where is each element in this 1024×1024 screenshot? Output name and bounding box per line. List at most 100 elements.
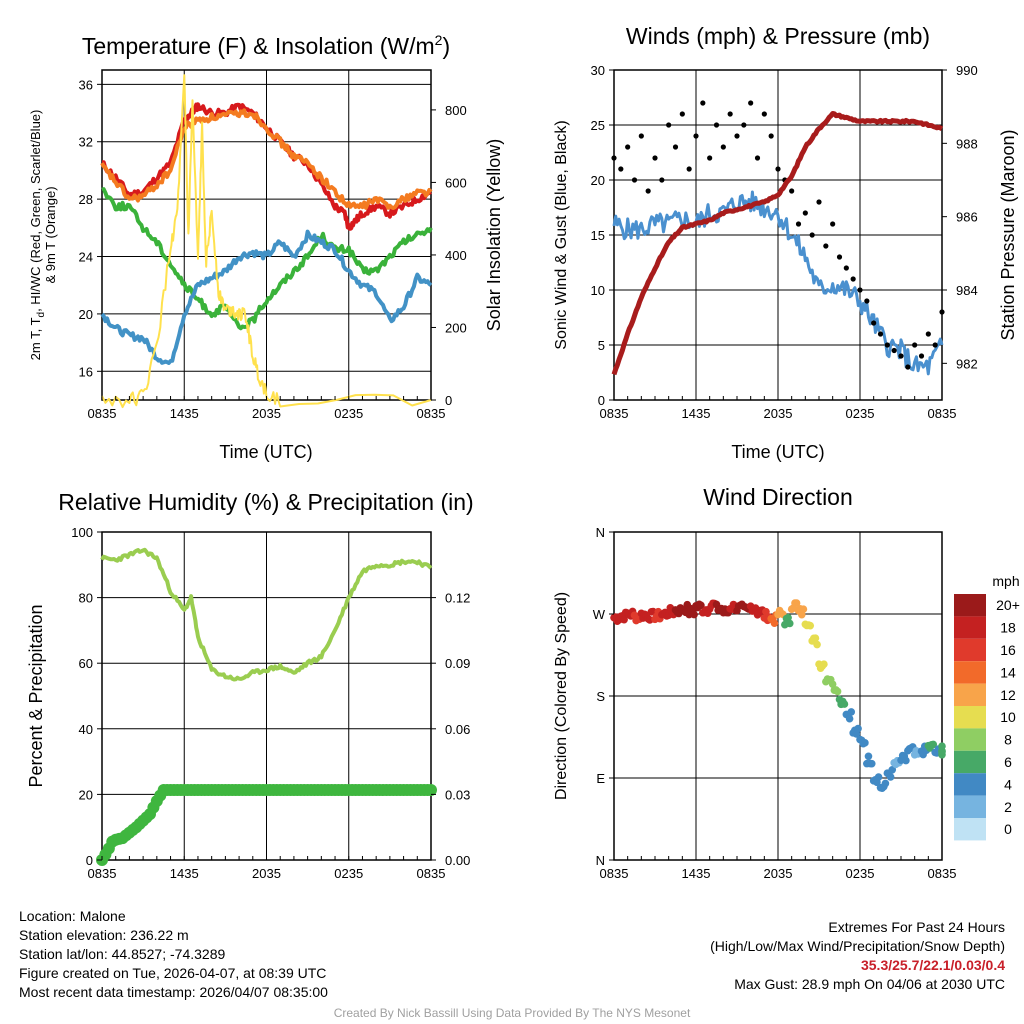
temp-xtick-label: 1435 — [170, 406, 199, 421]
colorbar-swatch — [954, 638, 986, 662]
temp-ytick-label: 24 — [79, 250, 93, 265]
wind-xtick-label: 0235 — [846, 406, 875, 421]
gust-point — [823, 243, 829, 249]
rh-y2tick-label: 0.12 — [445, 591, 470, 606]
direction-point — [820, 660, 828, 669]
colorbar-swatch — [954, 661, 986, 684]
direction-point — [874, 773, 883, 781]
rh-ytick-label: 100 — [71, 525, 93, 540]
wind-ytick-label: 25 — [591, 118, 605, 133]
direction-point — [813, 640, 821, 649]
temp-ylabel-line2: & 9m T (Orange) — [43, 186, 58, 283]
rh-ylabel: Percent & Precipitation — [26, 604, 46, 787]
temp-series-heat-index-wind-chill — [100, 229, 433, 365]
gust-point — [625, 144, 631, 150]
colorbar-swatch — [954, 706, 986, 729]
gust-point — [707, 155, 713, 161]
rh-axes: 0835 1435 2035 0235 08350204060801000.000.03… — [71, 525, 470, 881]
gust-point — [748, 100, 754, 106]
rh-y2tick-label: 0.00 — [445, 853, 470, 868]
dir-ytick-label: N — [596, 525, 605, 540]
extremes-legend: (High/Low/Max Wind/Precipitation/Snow De… — [710, 938, 1005, 954]
gust-point — [918, 353, 925, 359]
direction-point — [690, 610, 698, 619]
colorbar-label: 20+ — [996, 597, 1020, 613]
extremes-title: Extremes For Past 24 Hours — [828, 919, 1005, 935]
colorbar-swatch — [954, 818, 986, 841]
direction-point — [867, 759, 876, 768]
temp-axes: 0835 1435 2035 0235 0835 16 20 24 28 32 36 0 200 400 6… — [79, 77, 467, 421]
gust-point — [884, 342, 890, 348]
wind-series-sonic-wind — [612, 190, 944, 376]
humidity-panel: Relative Humidity (%) & Precipitation (i… — [26, 489, 474, 881]
gust-point — [638, 133, 644, 139]
temp-y2tick-label: 200 — [445, 320, 467, 335]
gust-point — [898, 353, 904, 359]
temp-xtick-label: 2035 — [252, 406, 281, 421]
gust-point — [830, 221, 836, 227]
rh-xtick-label: 0835 — [417, 866, 446, 881]
gust-point — [891, 347, 897, 354]
direction-point — [770, 619, 779, 628]
direction-point — [799, 605, 808, 613]
rh-ytick-label: 80 — [79, 591, 93, 606]
wind-y2tick-label: 986 — [956, 210, 978, 225]
station-info: Location: Malone Station elevation: 236.… — [19, 907, 328, 1002]
colorbar-swatch — [954, 683, 986, 706]
dir-ytick-label: N — [596, 853, 605, 868]
speed-colorbar: mph 20+ 18 16 14 12 10 8 6 4 2 0 — [954, 573, 1020, 841]
colorbar-label: 16 — [1000, 642, 1016, 658]
wind-title: Winds (mph) & Pressure (mb) — [626, 23, 930, 49]
wind-ytick-label: 0 — [598, 393, 605, 408]
wind-ytick-label: 20 — [591, 173, 605, 188]
gust-point — [789, 188, 795, 194]
gust-point — [925, 331, 931, 337]
colorbar-label: 12 — [1000, 687, 1016, 703]
gust-point — [809, 232, 815, 238]
wind-xtick-label: 1435 — [682, 406, 711, 421]
gust-point — [754, 155, 761, 161]
temp-series-group — [100, 74, 433, 409]
credit-line: Created By Nick Bassill Using Data Provi… — [333, 1006, 691, 1020]
gust-point — [768, 133, 774, 139]
temp-series-9m-temperature — [100, 108, 433, 210]
wind-ylabel: Sonic Wind & Gust (Blue, Black) — [553, 120, 570, 349]
dir-gridlines — [614, 532, 942, 860]
gust-point — [864, 298, 870, 304]
temp-xtick-label: 0835 — [417, 406, 446, 421]
gust-point — [843, 265, 849, 271]
dir-ytick-label: W — [593, 607, 606, 622]
rh-ytick-label: 0 — [86, 853, 93, 868]
extremes-info: Extremes For Past 24 Hours (High/Low/Max… — [710, 918, 1005, 994]
colorbar-label: 8 — [1004, 732, 1012, 748]
precip-point — [425, 784, 437, 797]
wind-y2tick-label: 982 — [956, 356, 978, 371]
gust-point — [618, 166, 624, 172]
rh-ytick-label: 40 — [79, 722, 93, 737]
temp-ytick-label: 28 — [79, 192, 93, 207]
temp-ytick-label: 20 — [79, 307, 93, 322]
gust-point — [679, 111, 685, 117]
gust-point — [713, 122, 720, 128]
wind-ytick-label: 10 — [591, 283, 605, 298]
gust-point — [932, 342, 938, 348]
colorbar-swatch — [954, 773, 986, 796]
wind-y2tick-label: 988 — [956, 136, 978, 151]
temp-y2tick-label: 0 — [445, 393, 452, 408]
temp-ytick-label: 36 — [79, 77, 93, 92]
direction-point — [840, 700, 849, 708]
direction-point — [697, 601, 705, 610]
gust-point — [761, 111, 767, 117]
wind-xtick-label: 0835 — [928, 406, 957, 421]
colorbar-swatch — [954, 795, 986, 818]
gust-point — [700, 100, 706, 106]
temp-ylabel-line1: 2m T, Td, HI/WC (Red, Green, Scarlet/Blu… — [28, 110, 47, 361]
gust-point — [775, 166, 781, 172]
gust-point — [877, 331, 884, 337]
dir-ytick-label: S — [596, 689, 605, 704]
wind-y2label: Station Pressure (Maroon) — [998, 129, 1018, 340]
wind-xlabel: Time (UTC) — [731, 442, 824, 462]
temp-xtick-label: 0835 — [88, 406, 117, 421]
extremes-values: 35.3/25.7/22.1/0.03/0.4 — [860, 957, 1005, 973]
